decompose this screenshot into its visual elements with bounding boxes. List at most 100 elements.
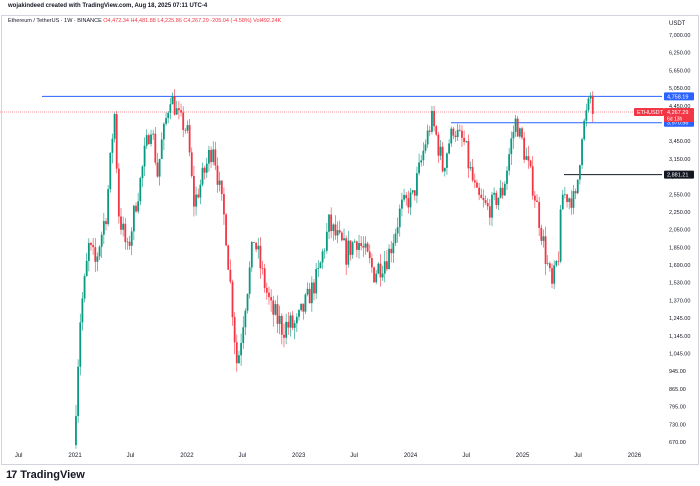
x-tick-label: 2021 (68, 453, 82, 459)
candle-body (158, 158, 161, 177)
y-tick-label: 5,650.00 (669, 68, 690, 74)
symbol-badge (634, 108, 664, 117)
candle-body (343, 238, 345, 241)
candle-body (285, 321, 288, 338)
y-tick-label: 7,000.00 (669, 33, 690, 39)
candle-body (484, 200, 487, 203)
y-tick-label: 2,050.00 (669, 228, 690, 234)
candle-body (338, 230, 341, 233)
price-badge (664, 92, 694, 101)
y-tick-label: 795.00 (669, 405, 686, 411)
candle-body (109, 152, 112, 190)
candle-body (304, 294, 307, 312)
candle-body (469, 167, 472, 169)
candle-body (446, 153, 448, 168)
candle-body (147, 135, 150, 144)
x-tick-label: Jul (462, 453, 470, 459)
candle-body (197, 194, 200, 198)
x-tick-label: Jul (574, 453, 582, 459)
last-price-label: 4,267.29 (667, 110, 688, 116)
candle-body (495, 192, 498, 206)
legend-high: H4,481.88 (130, 18, 156, 24)
candle-body (568, 198, 571, 202)
candle-body (330, 214, 333, 232)
candle-body (398, 208, 401, 228)
candle-body (351, 242, 354, 255)
candles (75, 89, 594, 449)
candle-body (248, 267, 251, 294)
candle-body (373, 267, 375, 283)
candle-body (591, 95, 594, 114)
candle-body (514, 118, 517, 132)
candle-body (461, 130, 463, 138)
candle-body (238, 355, 240, 364)
tradingview-logo[interactable]: 17 TradingView (6, 469, 85, 481)
candle-body (132, 205, 135, 232)
price-badge-label: 3,970.56 (667, 121, 688, 127)
candle-body (458, 129, 461, 131)
candle-body (452, 128, 455, 136)
candle-body (478, 187, 481, 195)
candle-body (270, 297, 273, 301)
candle-body (486, 202, 489, 207)
tradingview-wordmark: TradingView (20, 469, 85, 481)
candle-body (480, 194, 483, 199)
y-tick-label: 1,145.00 (669, 334, 690, 340)
currency-label: USDT (669, 21, 686, 27)
y-tick-label: 1,530.00 (669, 281, 690, 287)
y-tick-label: 730.00 (669, 422, 686, 428)
candle-body (553, 265, 556, 284)
candle-body (463, 137, 466, 142)
candle-body (383, 261, 386, 274)
candle-body (349, 240, 352, 255)
candle-body (403, 195, 405, 200)
price-badge-label: 2,881.21 (667, 173, 688, 179)
candle-body (482, 198, 485, 201)
candle-body (302, 303, 305, 312)
candle-body (375, 273, 378, 283)
candle-body (536, 200, 538, 202)
candle-body (510, 138, 513, 155)
candle-body (115, 114, 118, 169)
y-tick-label: 865.00 (669, 387, 686, 393)
candle-body (456, 129, 459, 138)
candle-body (218, 180, 221, 185)
legend-close: C4,267.29 (183, 18, 209, 24)
candle-body (75, 416, 77, 446)
y-tick-label: 6,250.00 (669, 51, 690, 57)
candle-body (105, 221, 107, 225)
candle-body (366, 243, 369, 252)
candle-body (555, 261, 558, 266)
candle-body (117, 168, 120, 217)
candle-body (516, 118, 519, 137)
candle-body (186, 125, 189, 131)
candle-body (332, 224, 335, 232)
candle-body (244, 310, 247, 328)
y-tick-label: 1,370.00 (669, 298, 690, 304)
candle-body (85, 260, 88, 277)
y-tick-label: 1,850.00 (669, 245, 690, 251)
candle-body (448, 143, 450, 154)
candle-body (533, 195, 536, 201)
candle-body (278, 315, 281, 324)
y-tick-label: 2,250.00 (669, 210, 690, 216)
candle-body (353, 241, 356, 243)
candle-body (544, 236, 547, 264)
candle-body (201, 167, 204, 185)
legend-volume: Vol492.24K (253, 18, 282, 24)
candle-body (503, 183, 506, 196)
candle-body (518, 128, 521, 137)
chart-pane[interactable] (1, 15, 699, 465)
candle-body (246, 293, 249, 311)
legend-open: O4,472.34 (103, 18, 129, 24)
candle-body (120, 216, 122, 230)
candle-body (83, 276, 86, 299)
x-tick-label: 2023 (292, 453, 306, 459)
candle-body (190, 152, 193, 176)
candle-body (210, 149, 212, 163)
candle-body (141, 166, 144, 179)
candle-body (171, 96, 174, 105)
candle-body (139, 178, 142, 202)
candle-body (96, 256, 99, 262)
